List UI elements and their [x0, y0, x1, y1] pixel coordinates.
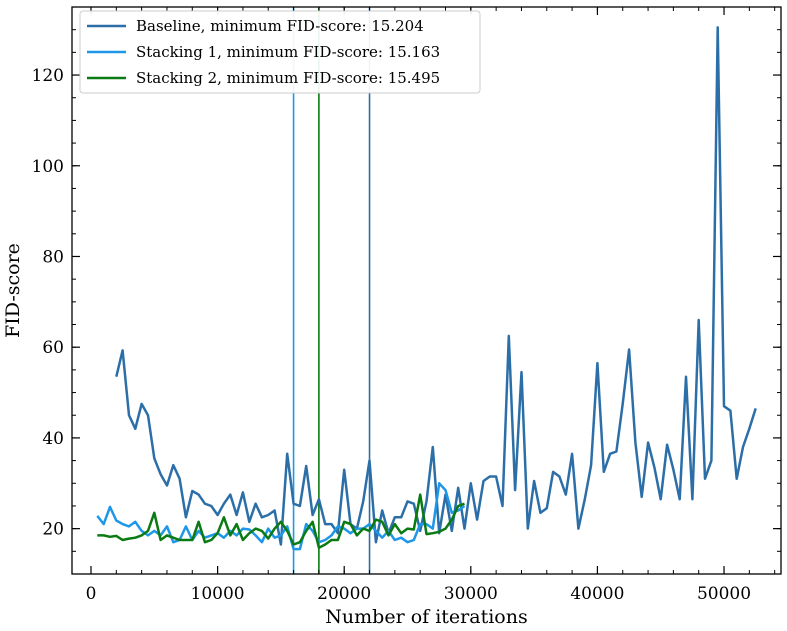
- series-line-1: [115, 26, 757, 546]
- series-lines: [96, 26, 757, 551]
- y-tick-label: 20: [42, 520, 64, 540]
- x-axis-ticks: 0 10000 20000 30000 40000 50000: [86, 7, 776, 604]
- y-axis-label: FID-score: [2, 243, 24, 338]
- x-tick-label: 50000: [697, 584, 751, 604]
- series-line-3: [97, 493, 465, 549]
- legend-label-1: Baseline, minimum FID-score: 15.204: [136, 17, 424, 35]
- y-tick-label: 40: [42, 429, 64, 449]
- y-axis-ticks: 20 40 60 80 100 120: [32, 6, 781, 575]
- x-tick-label: 40000: [570, 584, 624, 604]
- y-tick-label: 60: [42, 338, 64, 358]
- x-tick-label: 20000: [317, 584, 371, 604]
- x-axis-label: Number of iterations: [325, 606, 527, 628]
- plot-frame: [71, 6, 782, 575]
- y-tick-label: 80: [42, 247, 64, 267]
- x-tick-label: 30000: [444, 584, 498, 604]
- x-tick-label: 10000: [191, 584, 245, 604]
- legend-label-3: Stacking 2, minimum FID-score: 15.495: [136, 69, 440, 87]
- legend-box: [79, 10, 481, 94]
- legend: Baseline, minimum FID-score: 15.204 Stack…: [79, 10, 481, 94]
- best-iteration-markers: [292, 7, 371, 574]
- y-tick-label: 100: [32, 157, 64, 177]
- y-tick-label: 120: [32, 66, 64, 86]
- x-tick-label: 0: [86, 584, 97, 604]
- legend-label-2: Stacking 1, minimum FID-score: 15.163: [136, 43, 440, 61]
